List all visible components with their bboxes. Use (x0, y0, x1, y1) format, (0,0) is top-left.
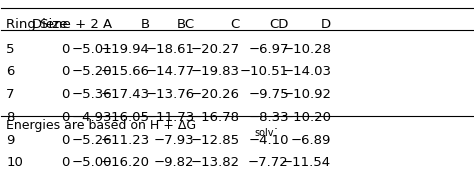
Text: −15.66: −15.66 (101, 65, 150, 79)
Text: 0: 0 (61, 65, 69, 79)
Text: −14.77: −14.77 (146, 65, 195, 79)
Text: −7.93: −7.93 (154, 134, 195, 147)
Text: −11.23: −11.23 (100, 134, 150, 147)
Text: −6.97: −6.97 (248, 43, 289, 56)
Text: −9.82: −9.82 (154, 156, 195, 169)
Text: −10.28: −10.28 (282, 43, 331, 56)
Text: −4.10: −4.10 (248, 134, 289, 147)
Text: CD: CD (269, 18, 289, 31)
Text: −16.20: −16.20 (101, 156, 150, 169)
Text: −19.94: −19.94 (101, 43, 150, 56)
Text: C: C (230, 18, 239, 31)
Text: −16.78: −16.78 (191, 111, 239, 124)
Text: −10.20: −10.20 (282, 111, 331, 124)
Text: −11.54: −11.54 (282, 156, 331, 169)
Text: A: A (103, 18, 112, 31)
Text: Ring Size: Ring Size (6, 18, 68, 31)
Text: −14.03: −14.03 (282, 65, 331, 79)
Text: 6: 6 (6, 65, 15, 79)
Text: −12.85: −12.85 (190, 134, 239, 147)
Text: D: D (321, 18, 331, 31)
Text: 0: 0 (61, 156, 69, 169)
Text: 5: 5 (6, 43, 15, 56)
Text: −20.26: −20.26 (191, 88, 239, 101)
Text: Energies are based on H + ΔG: Energies are based on H + ΔG (6, 119, 196, 132)
Text: 0: 0 (61, 111, 69, 124)
Text: −5.01: −5.01 (72, 43, 112, 56)
Text: −7.72: −7.72 (248, 156, 289, 169)
Text: 10: 10 (6, 156, 23, 169)
Text: −4.93: −4.93 (72, 111, 112, 124)
Text: 0: 0 (61, 134, 69, 147)
Text: −20.27: −20.27 (190, 43, 239, 56)
Text: BC: BC (176, 18, 195, 31)
Text: 7: 7 (6, 88, 15, 101)
Text: −17.43: −17.43 (100, 88, 150, 101)
Text: −11.73: −11.73 (146, 111, 195, 124)
Text: −5.00: −5.00 (72, 156, 112, 169)
Text: solv: solv (254, 128, 273, 138)
Text: −6.89: −6.89 (291, 134, 331, 147)
Text: Diene + 2: Diene + 2 (32, 18, 99, 31)
Text: .: . (274, 119, 278, 132)
Text: −10.92: −10.92 (282, 88, 331, 101)
Text: −13.76: −13.76 (146, 88, 195, 101)
Text: −5.26: −5.26 (72, 134, 112, 147)
Text: −5.20: −5.20 (72, 65, 112, 79)
Text: 0: 0 (61, 88, 69, 101)
Text: −8.33: −8.33 (248, 111, 289, 124)
Text: −18.61: −18.61 (146, 43, 195, 56)
Text: −10.51: −10.51 (240, 65, 289, 79)
Text: −5.36: −5.36 (72, 88, 112, 101)
Text: −13.82: −13.82 (190, 156, 239, 169)
Text: 9: 9 (6, 134, 15, 147)
Text: 8: 8 (6, 111, 15, 124)
Text: −19.83: −19.83 (191, 65, 239, 79)
Text: −9.75: −9.75 (248, 88, 289, 101)
Text: 0: 0 (61, 43, 69, 56)
Text: −16.05: −16.05 (101, 111, 150, 124)
Text: B: B (141, 18, 150, 31)
